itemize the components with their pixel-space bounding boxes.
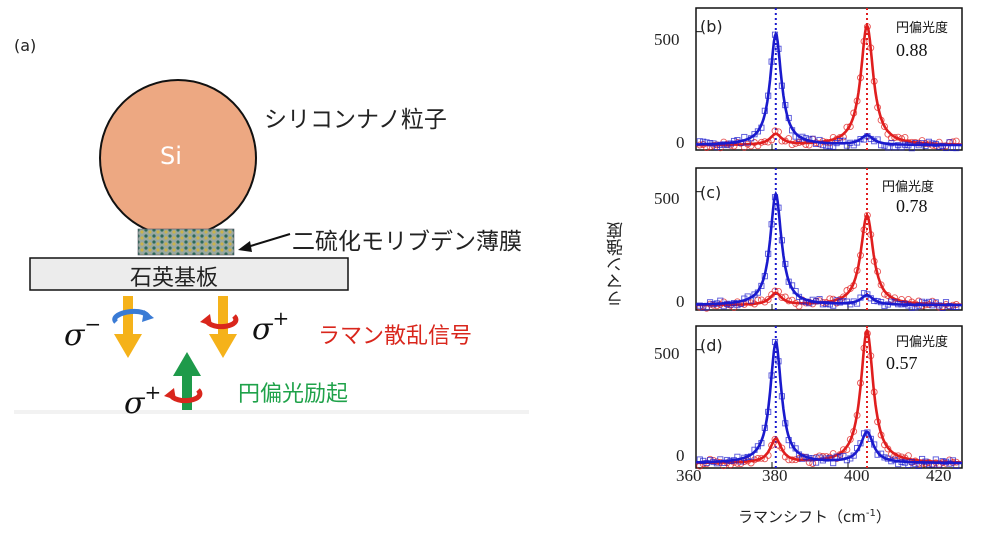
raman-plots	[695, 7, 963, 470]
plot-frame-2	[695, 325, 963, 469]
red-data-point	[839, 446, 847, 454]
quartz-substrate	[29, 257, 349, 291]
x-tick-380: 380	[762, 466, 788, 485]
red-fit-line	[696, 213, 962, 307]
emission-left-symbol: σ−	[64, 312, 102, 353]
red-data-point	[778, 294, 786, 302]
plot-frame-0	[695, 7, 963, 151]
rotation-red-arrowhead-icon	[200, 314, 212, 326]
cp-label-d: 円偏光度	[896, 335, 949, 350]
cp-value-b: 0.88	[896, 40, 928, 60]
blue-data-point	[751, 291, 758, 298]
emission-right-symbol: σ+	[252, 306, 290, 347]
excitation-symbol: σ+	[124, 380, 162, 421]
red-data-point	[802, 141, 810, 148]
x-axis-label: ラマンシフト（cm-1）	[738, 508, 891, 526]
panel-label-d: (d)	[700, 336, 723, 355]
y-axis-label: ラマン強度	[607, 222, 627, 307]
y-tick-c-500: 500	[654, 189, 680, 208]
plot-frame-1	[695, 167, 963, 311]
y-tick-b-0: 0	[676, 133, 685, 152]
blue-data-point	[864, 291, 871, 298]
red-data-point	[764, 296, 772, 303]
rotation-red-excitation-arrowhead-icon	[164, 388, 176, 400]
mos2-film	[137, 228, 235, 256]
background-band	[14, 410, 529, 414]
y-tick-c-0: 0	[676, 292, 685, 311]
film-caption: 二硫化モリブデン薄膜	[292, 229, 522, 255]
x-tick-420: 420	[926, 466, 952, 485]
blue-fit-line	[696, 190, 962, 307]
cp-value-c: 0.78	[896, 196, 928, 216]
y-tick-b-500: 500	[654, 30, 680, 49]
cp-label-b: 円偏光度	[896, 21, 949, 36]
particle-label: Si	[160, 142, 182, 170]
panel-label-b: (b)	[700, 17, 723, 36]
x-tick-360: 360	[676, 466, 702, 485]
x-tick-400: 400	[844, 466, 870, 485]
panel-label-c: (c)	[700, 183, 722, 202]
red-fit-line	[696, 327, 962, 465]
cp-label-c: 円偏光度	[882, 180, 935, 195]
raman-signal-caption: ラマン散乱信号	[318, 324, 473, 349]
cp-value-d: 0.57	[886, 353, 918, 373]
y-tick-d-500: 500	[654, 344, 680, 363]
y-tick-d-0: 0	[676, 446, 685, 465]
rotation-blue-arrowhead-icon	[142, 310, 154, 322]
blue-data-point	[857, 136, 864, 143]
particle-caption: シリコンナノ粒子	[264, 107, 447, 133]
panel-label-a: (a)	[14, 36, 37, 55]
blue-fit-line	[696, 30, 962, 147]
substrate-label: 石英基板	[130, 266, 219, 291]
excitation-arrow	[173, 352, 201, 410]
film-pointer-arrowhead	[238, 241, 252, 252]
emission-right-arrow	[209, 296, 237, 358]
emission-left-arrow	[114, 296, 142, 358]
blue-fit-line	[696, 339, 962, 465]
excitation-caption: 円偏光励起	[238, 382, 349, 407]
film-pointer-line	[243, 233, 291, 249]
